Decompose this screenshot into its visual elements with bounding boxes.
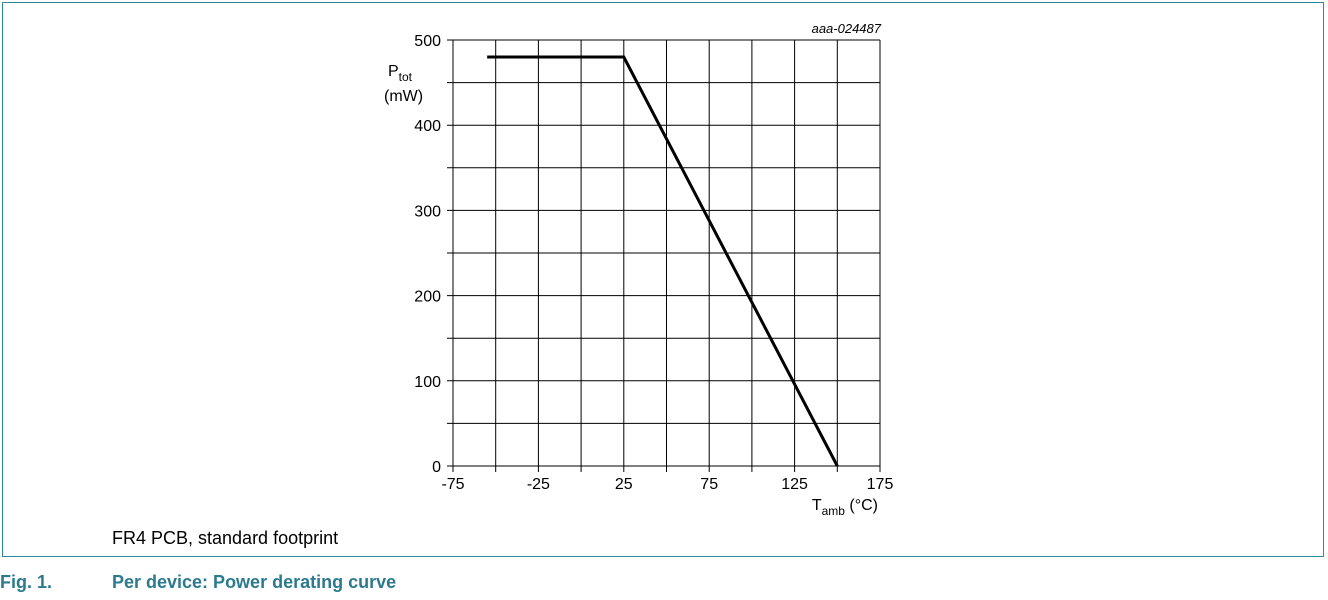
x-axis-label: Tamb (°C)	[812, 497, 878, 518]
figure-note: FR4 PCB, standard footprint	[112, 528, 339, 548]
figure-code: aaa-024487	[812, 21, 882, 36]
figure-number: Fig. 1.	[0, 572, 53, 592]
figure-title: Per device: Power derating curve	[112, 572, 397, 592]
derating-curve	[487, 55, 839, 467]
y-tick-label: 100	[414, 374, 441, 391]
figure-frame	[2, 2, 1324, 557]
grid	[447, 39, 881, 472]
power-derating-chart: -75 -25 25 75 125 175 0 100 200 300 400 500 aaa-024…	[384, 21, 893, 518]
y-tick-label: 200	[414, 289, 441, 306]
y-tick-label: 400	[414, 118, 441, 135]
x-tick-label: 75	[700, 476, 718, 493]
y-tick-label: 500	[414, 33, 441, 50]
x-tick-label: -75	[441, 476, 464, 493]
series-layer	[487, 55, 839, 467]
y-axis-label: Ptot	[388, 63, 413, 84]
tick-labels: -75 -25 25 75 125 175 0 100 200 300 400 500	[414, 33, 893, 493]
x-tick-label: 125	[781, 476, 808, 493]
y-tick-label: 0	[432, 459, 441, 476]
x-tick-label: 25	[615, 476, 633, 493]
y-axis-unit: (mW)	[384, 88, 423, 105]
x-tick-label: -25	[527, 476, 550, 493]
y-tick-label: 300	[414, 203, 441, 220]
x-tick-label: 175	[867, 476, 894, 493]
figure-caption: Fig. 1. Per device: Power derating curve	[0, 572, 396, 593]
